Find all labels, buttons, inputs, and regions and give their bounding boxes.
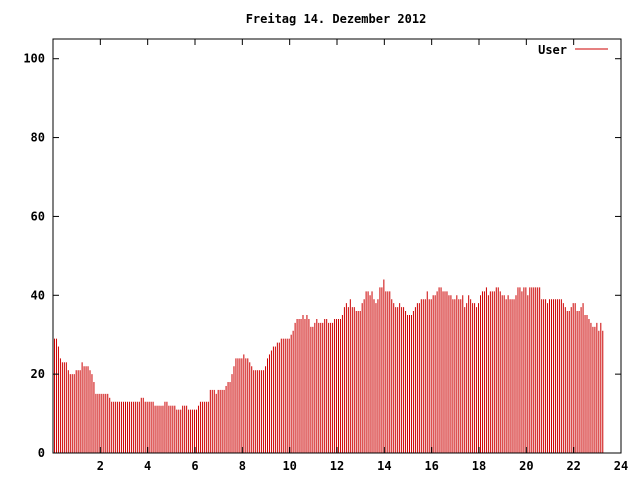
y-tick-label: 20 [31, 367, 45, 381]
bars-group [54, 279, 604, 453]
chart-title: Freitag 14. Dezember 2012 [246, 12, 427, 26]
y-tick-label: 80 [31, 131, 45, 145]
x-tick-label: 10 [282, 459, 296, 473]
y-tick-label: 100 [23, 52, 45, 66]
x-tick-label: 4 [144, 459, 151, 473]
x-tick-label: 12 [330, 459, 344, 473]
x-tick-label: 6 [191, 459, 198, 473]
y-tick-label: 0 [38, 446, 45, 460]
y-tick-label: 60 [31, 209, 45, 223]
x-tick-label: 18 [472, 459, 486, 473]
plot-frame [52, 38, 622, 454]
x-tick-label: 16 [424, 459, 438, 473]
x-tick-label: 2 [97, 459, 104, 473]
x-tick-label: 14 [377, 459, 391, 473]
x-tick-label: 20 [519, 459, 533, 473]
x-tick-label: 24 [614, 459, 628, 473]
legend: User [538, 43, 608, 57]
x-tick-label: 8 [239, 459, 246, 473]
y-tick-label: 40 [31, 288, 45, 302]
legend-label: User [538, 43, 567, 57]
x-tick-label: 22 [566, 459, 580, 473]
x-axis: 2 4 6 8 10 12 14 16 18 20 22 24 [97, 39, 628, 473]
